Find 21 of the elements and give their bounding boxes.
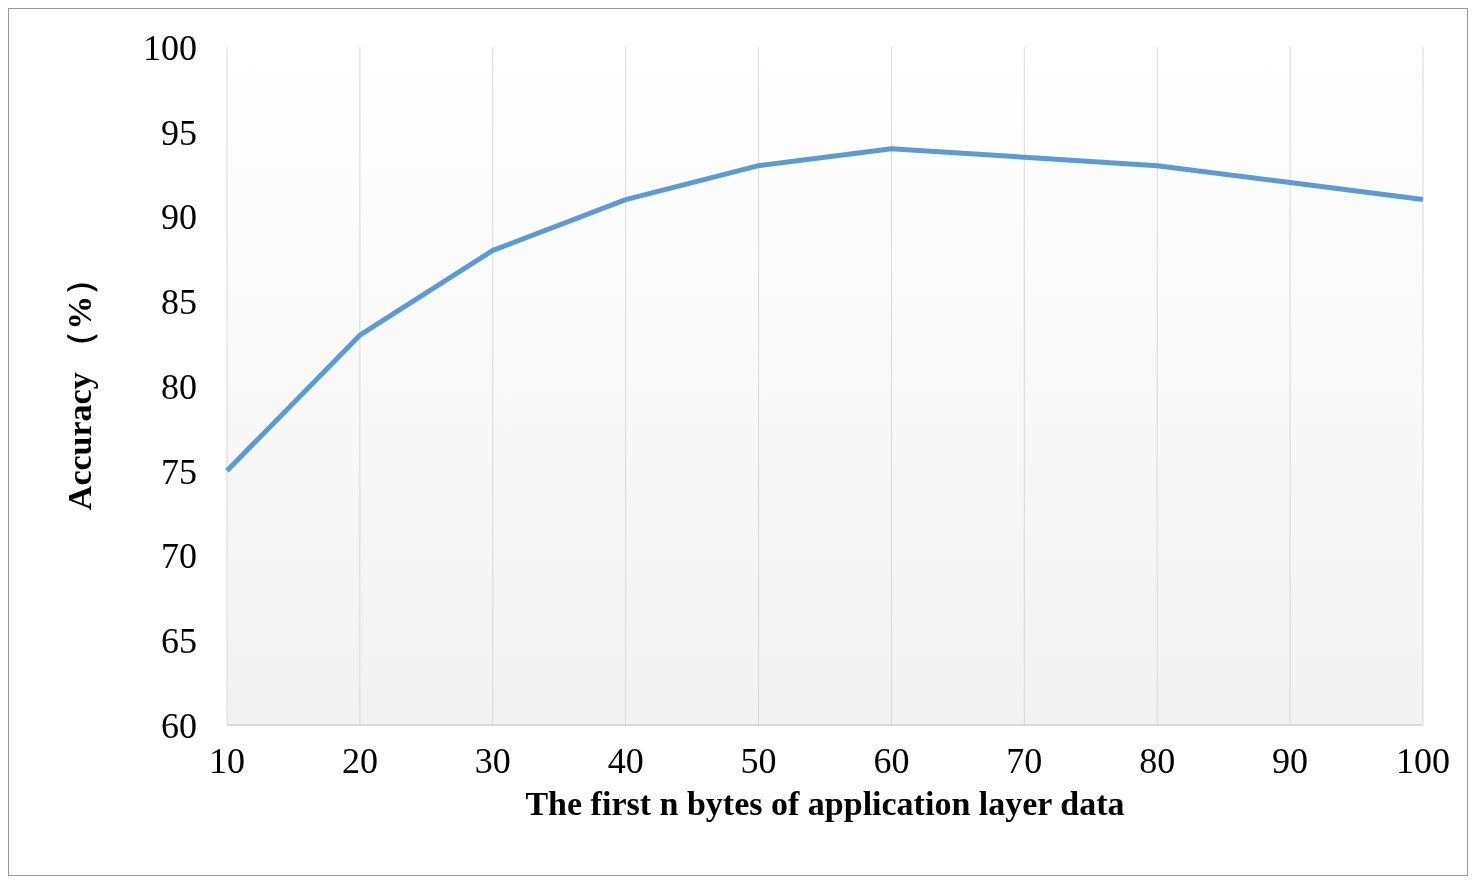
y-tick-label: 95 bbox=[161, 112, 197, 153]
y-tick-label: 75 bbox=[161, 451, 197, 492]
y-axis-title: Accuracy （%） bbox=[61, 261, 99, 511]
y-tick-label: 60 bbox=[161, 705, 197, 746]
x-tick-label: 90 bbox=[1272, 740, 1309, 781]
x-tick-label: 50 bbox=[740, 740, 777, 781]
x-tick-label: 20 bbox=[341, 740, 378, 781]
y-tick-label: 80 bbox=[161, 366, 197, 407]
x-tick-label: 40 bbox=[607, 740, 644, 781]
x-tick-label: 10 bbox=[209, 740, 245, 781]
y-tick-label: 85 bbox=[161, 282, 197, 323]
x-axis-title: The first n bytes of application layer data bbox=[525, 785, 1125, 822]
x-tick-label: 60 bbox=[873, 740, 910, 781]
x-tick-label: 100 bbox=[1396, 740, 1450, 781]
y-tick-label: 65 bbox=[161, 621, 197, 662]
y-tick-label: 100 bbox=[143, 27, 197, 68]
y-tick-label: 90 bbox=[161, 197, 197, 238]
x-tick-label: 80 bbox=[1139, 740, 1176, 781]
x-tick-label: 30 bbox=[474, 740, 511, 781]
x-tick-label: 70 bbox=[1006, 740, 1043, 781]
y-tick-label: 70 bbox=[161, 536, 197, 577]
